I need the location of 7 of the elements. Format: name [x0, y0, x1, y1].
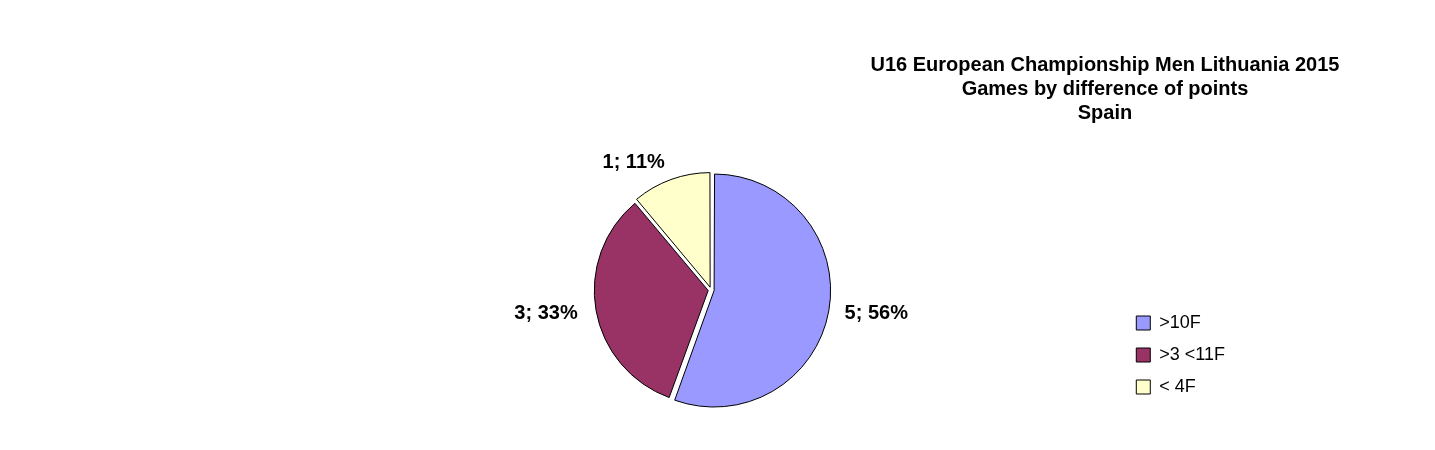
legend-label: < 4F: [1159, 375, 1196, 396]
legend-label: >3 <11F: [1159, 343, 1225, 364]
data-label: 3; 33%: [514, 301, 578, 324]
data-label: 5; 56%: [844, 301, 909, 324]
legend-label: >10F: [1159, 311, 1201, 332]
data-label: 1; 11%: [602, 150, 666, 173]
chart-title: U16 European Championship Men Lithuania 2015 Games by difference of points Spain: [869, 52, 1341, 124]
